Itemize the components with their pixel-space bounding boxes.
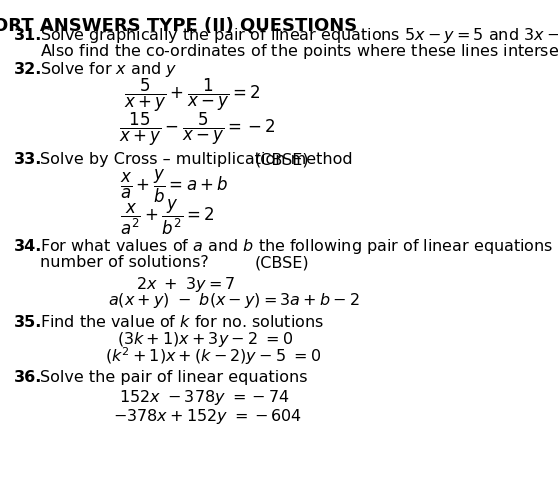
Text: 33.: 33. [13,152,42,167]
Text: (CBSE): (CBSE) [254,256,309,270]
Text: $a(x + y)\ -\ b(x - y) = 3a + b - 2$: $a(x + y)\ -\ b(x - y) = 3a + b - 2$ [108,291,359,311]
Text: (CBSE): (CBSE) [254,152,309,167]
Text: Solve for $x$ and $y$: Solve for $x$ and $y$ [40,60,177,79]
Text: $\dfrac{15}{x+y}-\dfrac{5}{x-y} =-2$: $\dfrac{15}{x+y}-\dfrac{5}{x-y} =-2$ [119,111,276,148]
Text: $152x\ - 378y\ = - 74$: $152x\ - 378y\ = - 74$ [119,388,290,407]
Text: Solve the pair of linear equations: Solve the pair of linear equations [40,370,308,385]
Text: Solve graphically the pair of linear equations $5x - y = 5$ and $3x - 2y = -4$: Solve graphically the pair of linear equ… [40,26,558,44]
Text: 32.: 32. [13,62,42,77]
Text: $2x\ +\ 3y = 7$: $2x\ +\ 3y = 7$ [136,275,236,294]
Text: 36.: 36. [13,370,42,385]
Text: Find the value of $k$ for no. solutions: Find the value of $k$ for no. solutions [40,314,324,330]
Text: $- 378x + 152y\ = - 604$: $- 378x + 152y\ = - 604$ [113,407,302,426]
Text: 35.: 35. [13,315,42,330]
Text: $\dfrac{5}{x+y}+\dfrac{1}{x-y} =2$: $\dfrac{5}{x+y}+\dfrac{1}{x-y} =2$ [123,77,260,114]
Text: $\dfrac{x}{a^{2}}+\dfrac{y}{b^{2}} =2$: $\dfrac{x}{a^{2}}+\dfrac{y}{b^{2}} =2$ [121,198,215,238]
Text: 31.: 31. [13,28,42,43]
Text: $(3k + 1)x + 3y - 2\ = 0$: $(3k + 1)x + 3y - 2\ = 0$ [117,330,294,349]
Text: Also find the co-ordinates of the points where these lines intersect $y$-axis: Also find the co-ordinates of the points… [40,42,558,61]
Text: SHORT ANSWERS TYPE (II) QUESTIONS: SHORT ANSWERS TYPE (II) QUESTIONS [0,16,357,34]
Text: Solve by Cross – multiplication method: Solve by Cross – multiplication method [40,152,353,167]
Text: number of solutions?: number of solutions? [40,256,209,270]
Text: $(k^{2} + 1)x + (k - 2)y - 5\ = 0$: $(k^{2} + 1)x + (k - 2)y - 5\ = 0$ [105,345,321,367]
Text: 34.: 34. [13,239,42,254]
Text: $\dfrac{x}{a}+\dfrac{y}{b} =a+b$: $\dfrac{x}{a}+\dfrac{y}{b} =a+b$ [121,168,229,205]
Text: For what values of $a$ and $b$ the following pair of linear equations have infin: For what values of $a$ and $b$ the follo… [40,237,558,256]
